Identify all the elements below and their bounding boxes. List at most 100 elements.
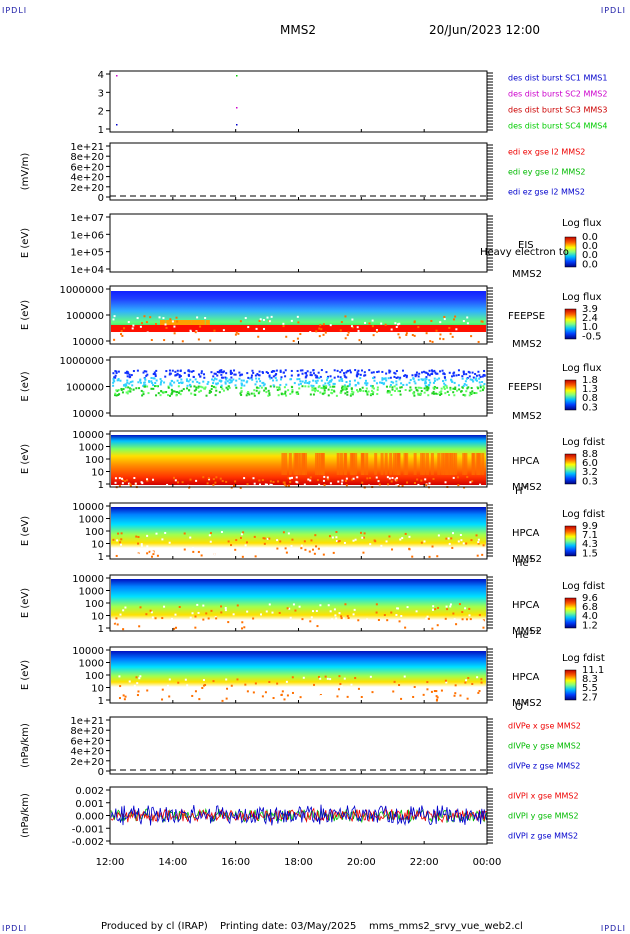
spectrogram-cell [124,695,127,698]
spectrogram-cell [247,326,250,329]
instrument-label: EIS [518,240,534,251]
spectrogram-cell [450,379,453,382]
spectrogram-cell [279,383,282,386]
spectrogram-cell [143,370,146,373]
spectrogram-cell [151,551,154,554]
spectrogram-cell [390,695,393,698]
spectrogram-cell [295,480,298,483]
spectrogram-cell [477,370,480,373]
spectrogram-cell [389,383,392,386]
spectrogram-cell [369,543,372,546]
spectrogram-cell [305,374,308,377]
spectrogram-cell [481,320,484,323]
spectrogram-cell [332,382,335,385]
spectrogram-cell [151,616,154,619]
spectrogram-cell [163,381,166,384]
spectrogram-cell [268,392,271,395]
spectrogram-cell [315,609,318,612]
spectrogram-cell [285,484,288,487]
spectrogram-cell [152,553,155,556]
spectrogram-cell [162,486,165,489]
spectrogram-cell [349,371,352,374]
y-tick-label: 100000 [66,311,104,322]
spectrogram-cell [330,380,333,383]
spectrogram-cell [316,376,319,379]
spectrogram-cell [157,392,160,395]
spectrogram-cell [457,369,460,372]
y-axis-label: E (eV) [20,588,31,618]
spectrogram-cell [117,486,120,489]
spectrogram-cell [393,453,397,475]
spectrogram-cell [376,386,379,389]
spectrogram-cell [161,617,164,620]
spectrogram-cell [258,479,261,482]
spectrogram-cell [335,539,338,542]
spectrogram-cell [302,453,306,475]
spectrogram-cell [324,382,327,385]
spectrogram-cell [331,536,334,539]
spectrogram-cell [298,387,301,390]
spectrogram-cell [152,387,155,390]
spectrogram-cell [202,476,205,479]
spectrogram-cell [385,379,388,382]
spectrogram-cell [194,378,197,381]
spectrogram-cell [266,483,269,486]
spectrogram-cell [323,389,326,392]
spectrogram-cell [174,613,177,616]
spectrogram-cell [365,453,369,475]
spectrogram-cell [375,611,378,614]
spectrogram-cell [158,692,161,695]
spectrogram-cell [395,387,398,390]
spectrogram-cell [112,379,115,382]
spectrogram-cell [265,391,268,394]
spectrogram-cell [142,390,145,393]
spectrogram-cell [269,480,272,483]
spectrogram-cell [354,453,358,475]
spectrogram-cell [333,385,336,388]
spectrogram-cell [214,555,217,558]
spectrogram-cell [283,483,286,486]
spectrogram-cell [268,393,271,396]
spectrogram-cell [170,379,173,382]
spectrogram-cell [443,315,446,318]
spectrogram-cell [448,326,451,329]
spectrogram-cell [150,377,153,380]
spectrogram-cell [314,380,317,383]
spectrogram-cell [122,694,125,697]
spectrogram-cell [459,694,462,697]
spectrogram-cell [253,394,256,397]
legend-entry: edi ex gse l2 MMS2 [508,148,585,157]
spectrogram-cell [451,546,454,549]
spectrogram-cell [139,379,142,382]
spectrogram-cell [440,453,444,475]
spectrogram-cell [356,371,359,374]
y-tick-label: 3 [98,88,104,99]
spectrogram-cell [326,379,329,382]
spectrogram-cell [178,606,181,609]
spectrogram-cell [362,551,365,554]
spectrogram-cell [322,553,325,556]
spectrogram-cell [312,384,315,387]
legend-entry: dIVPe z gse MMS2 [508,762,580,771]
spectrogram-cell [332,551,335,554]
spectrogram-cell [446,386,449,389]
spectrogram-cell [236,604,239,607]
spectrogram-cell [190,392,193,395]
spectrogram-cell [194,320,198,325]
spectrogram-cell [356,476,359,479]
spectrogram-cell [278,387,281,390]
y-tick-label: 6e+20 [70,162,104,173]
y-tick-label: 1 [98,125,104,136]
spectrogram-cell [348,383,351,386]
spectrogram-cell [220,531,223,534]
spectrogram-cell [160,380,163,383]
spectrogram-cell [266,537,269,540]
spectrogram-cell [220,385,223,388]
spectrogram-cell [220,373,223,376]
colorbar-tick-label: 6.0 [582,458,598,469]
spectrogram-cell [285,335,288,338]
spectrogram-cell [308,380,311,383]
spectrogram-cell [364,379,367,382]
spectrogram-cell [470,539,473,542]
spectrogram-cell [371,393,374,396]
